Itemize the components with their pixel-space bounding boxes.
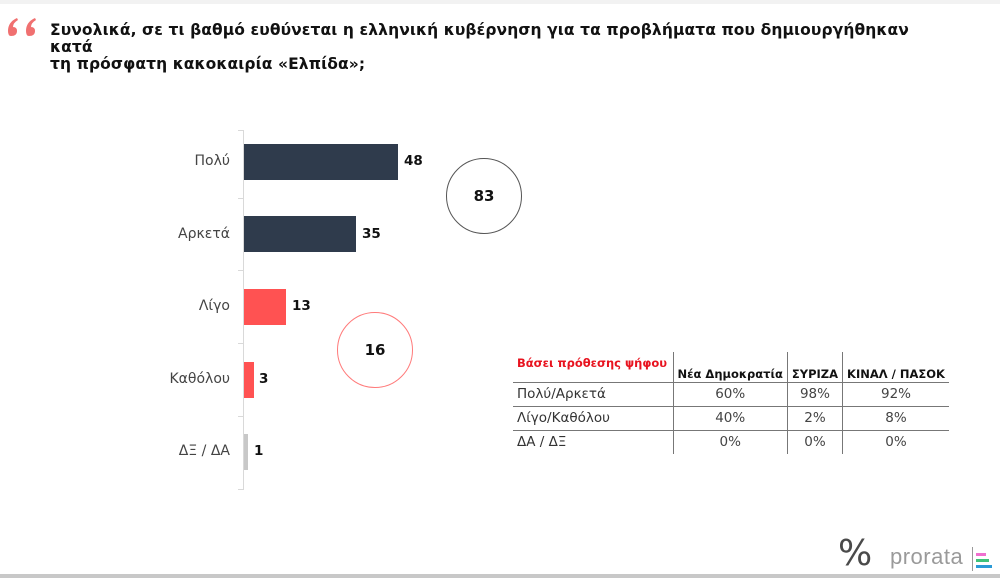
logo-separator (972, 547, 973, 571)
bar-katholou (244, 362, 254, 398)
logo-stripe-pink-icon (976, 553, 986, 556)
y-axis-line (243, 130, 244, 490)
cell-value: 2% (786, 406, 843, 431)
axis-tick (238, 416, 243, 417)
bar-arketa (244, 216, 356, 252)
percent-logo-icon: % (838, 533, 873, 574)
bar-value-ligo: 13 (292, 298, 311, 314)
chart-title-line-2: τη πρόσφατη κακοκαιρία «Ελπίδα»; (50, 55, 366, 73)
positive-total-value: 83 (473, 187, 495, 205)
bar-value-poly: 48 (404, 153, 423, 169)
axis-tick (238, 343, 243, 344)
table-title: Βάσει πρόθεσης ψήφου (513, 352, 673, 383)
column-header-syriza: ΣΥΡΙΖΑ (786, 352, 843, 383)
logo-stripe-green-icon (976, 559, 989, 562)
cell-value: 8% (842, 406, 949, 431)
bar-value-arketa: 35 (362, 226, 381, 242)
column-header-kinal-pasok: ΚΙΝΑΛ / ΠΑΣΟΚ (842, 352, 949, 383)
positive-total-circle: 83 (446, 158, 522, 234)
cell-value: 0% (672, 430, 788, 454)
axis-tick (238, 130, 243, 131)
logo-wordmark: prorata (890, 544, 964, 569)
cell-value: 0% (842, 430, 949, 454)
table-header-row: Βάσει πρόθεσης ψήφου Νέα Δημοκρατία ΣΥΡΙ… (513, 352, 949, 383)
cell-value: 0% (786, 430, 843, 454)
axis-tick (238, 270, 243, 271)
bar-poly (244, 144, 398, 180)
category-label-ligo: Λίγο (198, 298, 230, 314)
category-label-arketa: Αρκετά (178, 226, 230, 242)
category-label-poly: Πολύ (194, 153, 230, 169)
table-row: Λίγο/Καθόλου 40% 2% 8% (513, 406, 949, 431)
chart-title: Συνολικά, σε τι βαθμό ευθύνεται η ελληνι… (50, 22, 950, 73)
cell-value: 40% (672, 406, 788, 431)
axis-tick (238, 489, 243, 490)
chart-title-line-1: Συνολικά, σε τι βαθμό ευθύνεται η ελληνι… (50, 21, 909, 56)
cell-value: 98% (786, 382, 843, 407)
cell-value: 92% (842, 382, 949, 407)
table-row: ΔΑ / ΔΞ 0% 0% 0% (513, 430, 949, 454)
negative-total-value: 16 (364, 341, 386, 359)
column-header-nd: Νέα Δημοκρατία (672, 352, 788, 383)
table-row: Πολύ/Αρκετά 60% 98% 92% (513, 382, 949, 407)
vote-intention-table: Βάσει πρόθεσης ψήφου Νέα Δημοκρατία ΣΥΡΙ… (513, 352, 949, 454)
row-label: Πολύ/Αρκετά (513, 382, 673, 407)
quote-open-icon (8, 18, 36, 36)
top-rule (0, 0, 1000, 4)
axis-tick (238, 198, 243, 199)
cell-value: 60% (672, 382, 788, 407)
logo-stripe-blue-icon (976, 565, 992, 568)
bar-ligo (244, 289, 286, 325)
bar-value-katholou: 3 (259, 371, 269, 387)
row-label: ΔΑ / ΔΞ (517, 434, 567, 451)
bar-value-dk-na: 1 (254, 443, 264, 459)
category-label-dk-na: ΔΞ / ΔΑ (178, 443, 230, 459)
bottom-rule (0, 574, 1000, 578)
row-label: Λίγο/Καθόλου (513, 406, 673, 431)
category-label-katholou: Καθόλου (169, 371, 231, 387)
negative-total-circle: 16 (337, 312, 413, 388)
bar-dk-na (244, 434, 248, 470)
